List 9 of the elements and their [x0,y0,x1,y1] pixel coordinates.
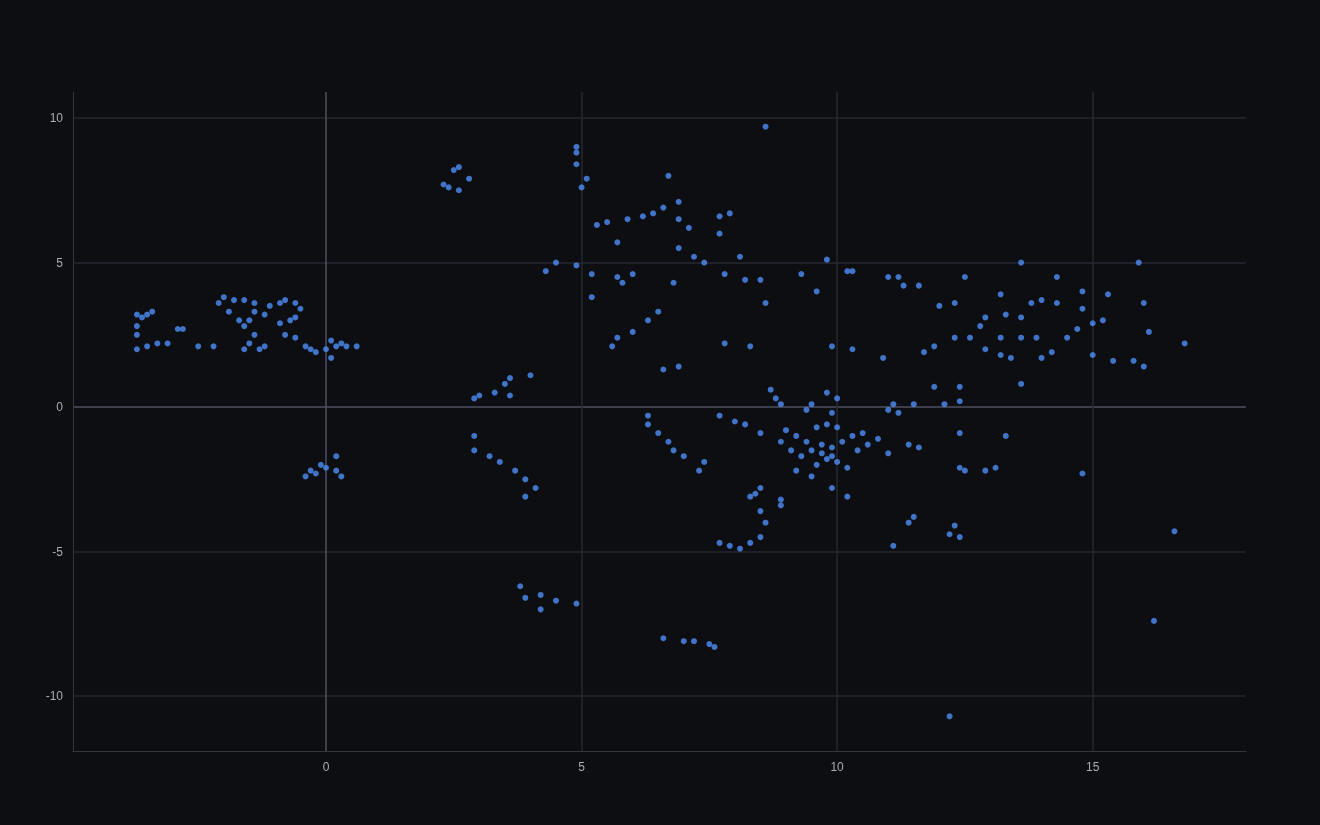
y-tick-label: -5 [52,544,64,559]
y-tick-label: -10 [45,689,64,704]
x-tick-label: 5 [578,760,586,774]
x-tick-label: 0 [322,760,330,774]
x-tick-label: 15 [1085,760,1100,774]
x-tick-label: 10 [830,760,845,774]
y-tick-label: 5 [56,255,64,270]
y-tick-label: 10 [49,111,64,126]
y-tick-label: 0 [56,400,64,415]
